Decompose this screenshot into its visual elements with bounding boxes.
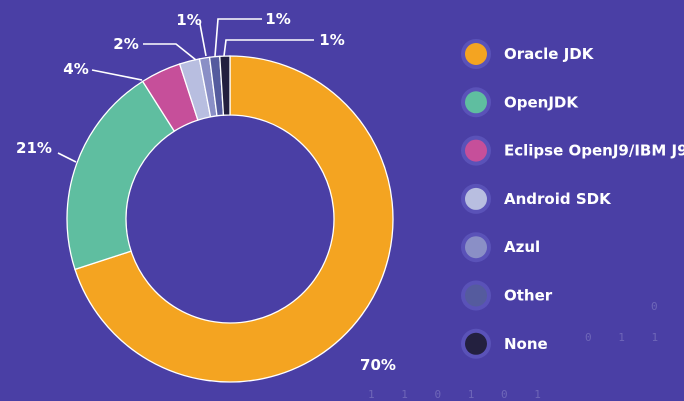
legend-label: Eclipse OpenJ9/IBM J9: [504, 142, 684, 160]
legend-item-oracle-jdk: Oracle JDK: [461, 39, 595, 69]
leader-eclipse-openj9-ibm-j9: [91, 69, 143, 81]
leader-other: [214, 18, 262, 57]
legend-marker: [465, 284, 487, 307]
slice-none: [219, 55, 231, 116]
legend-item-azul: Azul: [461, 232, 540, 263]
legend: Oracle JDK OpenJDK Eclipse OpenJ9/IBM J9 An…: [461, 39, 684, 359]
legend-marker: [465, 187, 487, 210]
percentage-labels: 70% 21% 4% 2% 1% 1% 1%: [16, 10, 396, 374]
legend-item-openjdk: OpenJDK: [461, 87, 579, 118]
decorative-binary-right: 0 1 1 0: [585, 331, 684, 344]
donut-slices: [66, 55, 394, 383]
leader-android-sdk: [143, 43, 197, 61]
label-other: 1%: [265, 10, 290, 28]
label-android-sdk: 2%: [113, 35, 138, 53]
label-eclipse-openj9-ibm-j9: 4%: [63, 60, 88, 78]
leader-none: [223, 39, 314, 57]
decorative-binary-right-top: 0: [651, 300, 668, 313]
legend-marker: [465, 139, 487, 162]
label-none: 1%: [319, 31, 344, 49]
legend-item-android-sdk: Android SDK: [461, 183, 612, 214]
decorative-binary-bottom: 1 1 0 1 0 1: [368, 388, 551, 401]
label-oracle-jdk: 70%: [360, 356, 396, 374]
legend-label: Azul: [504, 238, 540, 256]
legend-label: Android SDK: [504, 190, 612, 208]
leader-azul: [199, 23, 207, 57]
legend-marker: [465, 91, 487, 114]
legend-label: Other: [504, 287, 553, 305]
legend-label: Oracle JDK: [504, 45, 595, 63]
legend-label: OpenJDK: [504, 93, 579, 111]
label-azul: 1%: [176, 11, 201, 29]
leader-openjdk: [57, 152, 77, 163]
legend-item-none: None: [461, 328, 548, 359]
label-openjdk: 21%: [16, 139, 52, 157]
legend-marker: [465, 43, 487, 65]
slice-oracle-jdk: [74, 55, 394, 383]
leader-lines: [57, 18, 314, 163]
legend-item-other: Other: [461, 280, 553, 311]
legend-label: None: [504, 335, 548, 353]
legend-item-eclipse-openj9-ibm-j9: Eclipse OpenJ9/IBM J9: [461, 135, 684, 166]
legend-marker: [465, 236, 487, 259]
slice-openjdk: [66, 80, 176, 271]
legend-marker: [465, 332, 487, 355]
